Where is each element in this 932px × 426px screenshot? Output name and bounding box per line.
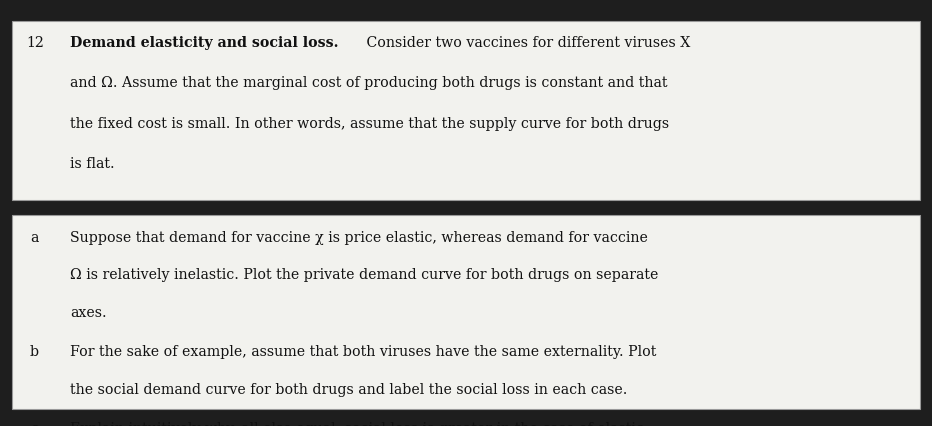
Text: Consider two vaccines for different viruses Χ: Consider two vaccines for different viru… xyxy=(362,36,690,50)
Text: Suppose that demand for vaccine χ is price elastic, whereas demand for vaccine: Suppose that demand for vaccine χ is pri… xyxy=(70,231,648,245)
Text: b: b xyxy=(30,345,39,359)
Text: For the sake of example, assume that both viruses have the same externality. Plo: For the sake of example, assume that bot… xyxy=(70,345,656,359)
Text: and Ω. Assume that the marginal cost of producing both drugs is constant and tha: and Ω. Assume that the marginal cost of … xyxy=(70,76,667,90)
Text: 12: 12 xyxy=(26,36,44,50)
Text: c: c xyxy=(30,422,38,426)
Text: Ω is relatively inelastic. Plot the private demand curve for both drugs on separ: Ω is relatively inelastic. Plot the priv… xyxy=(70,268,658,282)
Text: is flat.: is flat. xyxy=(70,157,115,171)
Text: Demand elasticity and social loss.: Demand elasticity and social loss. xyxy=(70,36,338,50)
Text: a: a xyxy=(30,231,38,245)
FancyBboxPatch shape xyxy=(12,215,920,409)
Text: the fixed cost is small. In other words, assume that the supply curve for both d: the fixed cost is small. In other words,… xyxy=(70,117,669,131)
Text: axes.: axes. xyxy=(70,306,106,320)
FancyBboxPatch shape xyxy=(12,21,920,200)
Text: the social demand curve for both drugs and label the social loss in each case.: the social demand curve for both drugs a… xyxy=(70,383,627,397)
Text: Explain intuitively why, all else equal, social loss is greater in the case of e: Explain intuitively why, all else equal,… xyxy=(70,422,644,426)
